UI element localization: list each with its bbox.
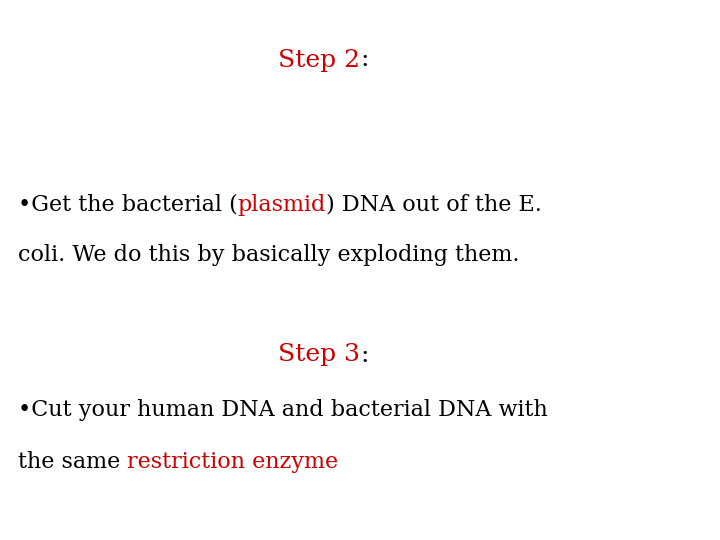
Text: coli. We do this by basically exploding them.: coli. We do this by basically exploding …: [18, 244, 520, 266]
Text: restriction enzyme: restriction enzyme: [127, 451, 338, 473]
Text: ) DNA out of the E.: ) DNA out of the E.: [326, 194, 542, 216]
Text: •Get the bacterial (: •Get the bacterial (: [18, 194, 238, 216]
Text: Step 3: Step 3: [278, 343, 360, 367]
Text: Step 2: Step 2: [278, 49, 360, 71]
Text: the same: the same: [18, 451, 127, 473]
Text: :: :: [360, 49, 369, 71]
Text: •Cut your human DNA and bacterial DNA with: •Cut your human DNA and bacterial DNA wi…: [18, 399, 548, 421]
Text: :: :: [360, 343, 369, 367]
Text: plasmid: plasmid: [238, 194, 326, 216]
